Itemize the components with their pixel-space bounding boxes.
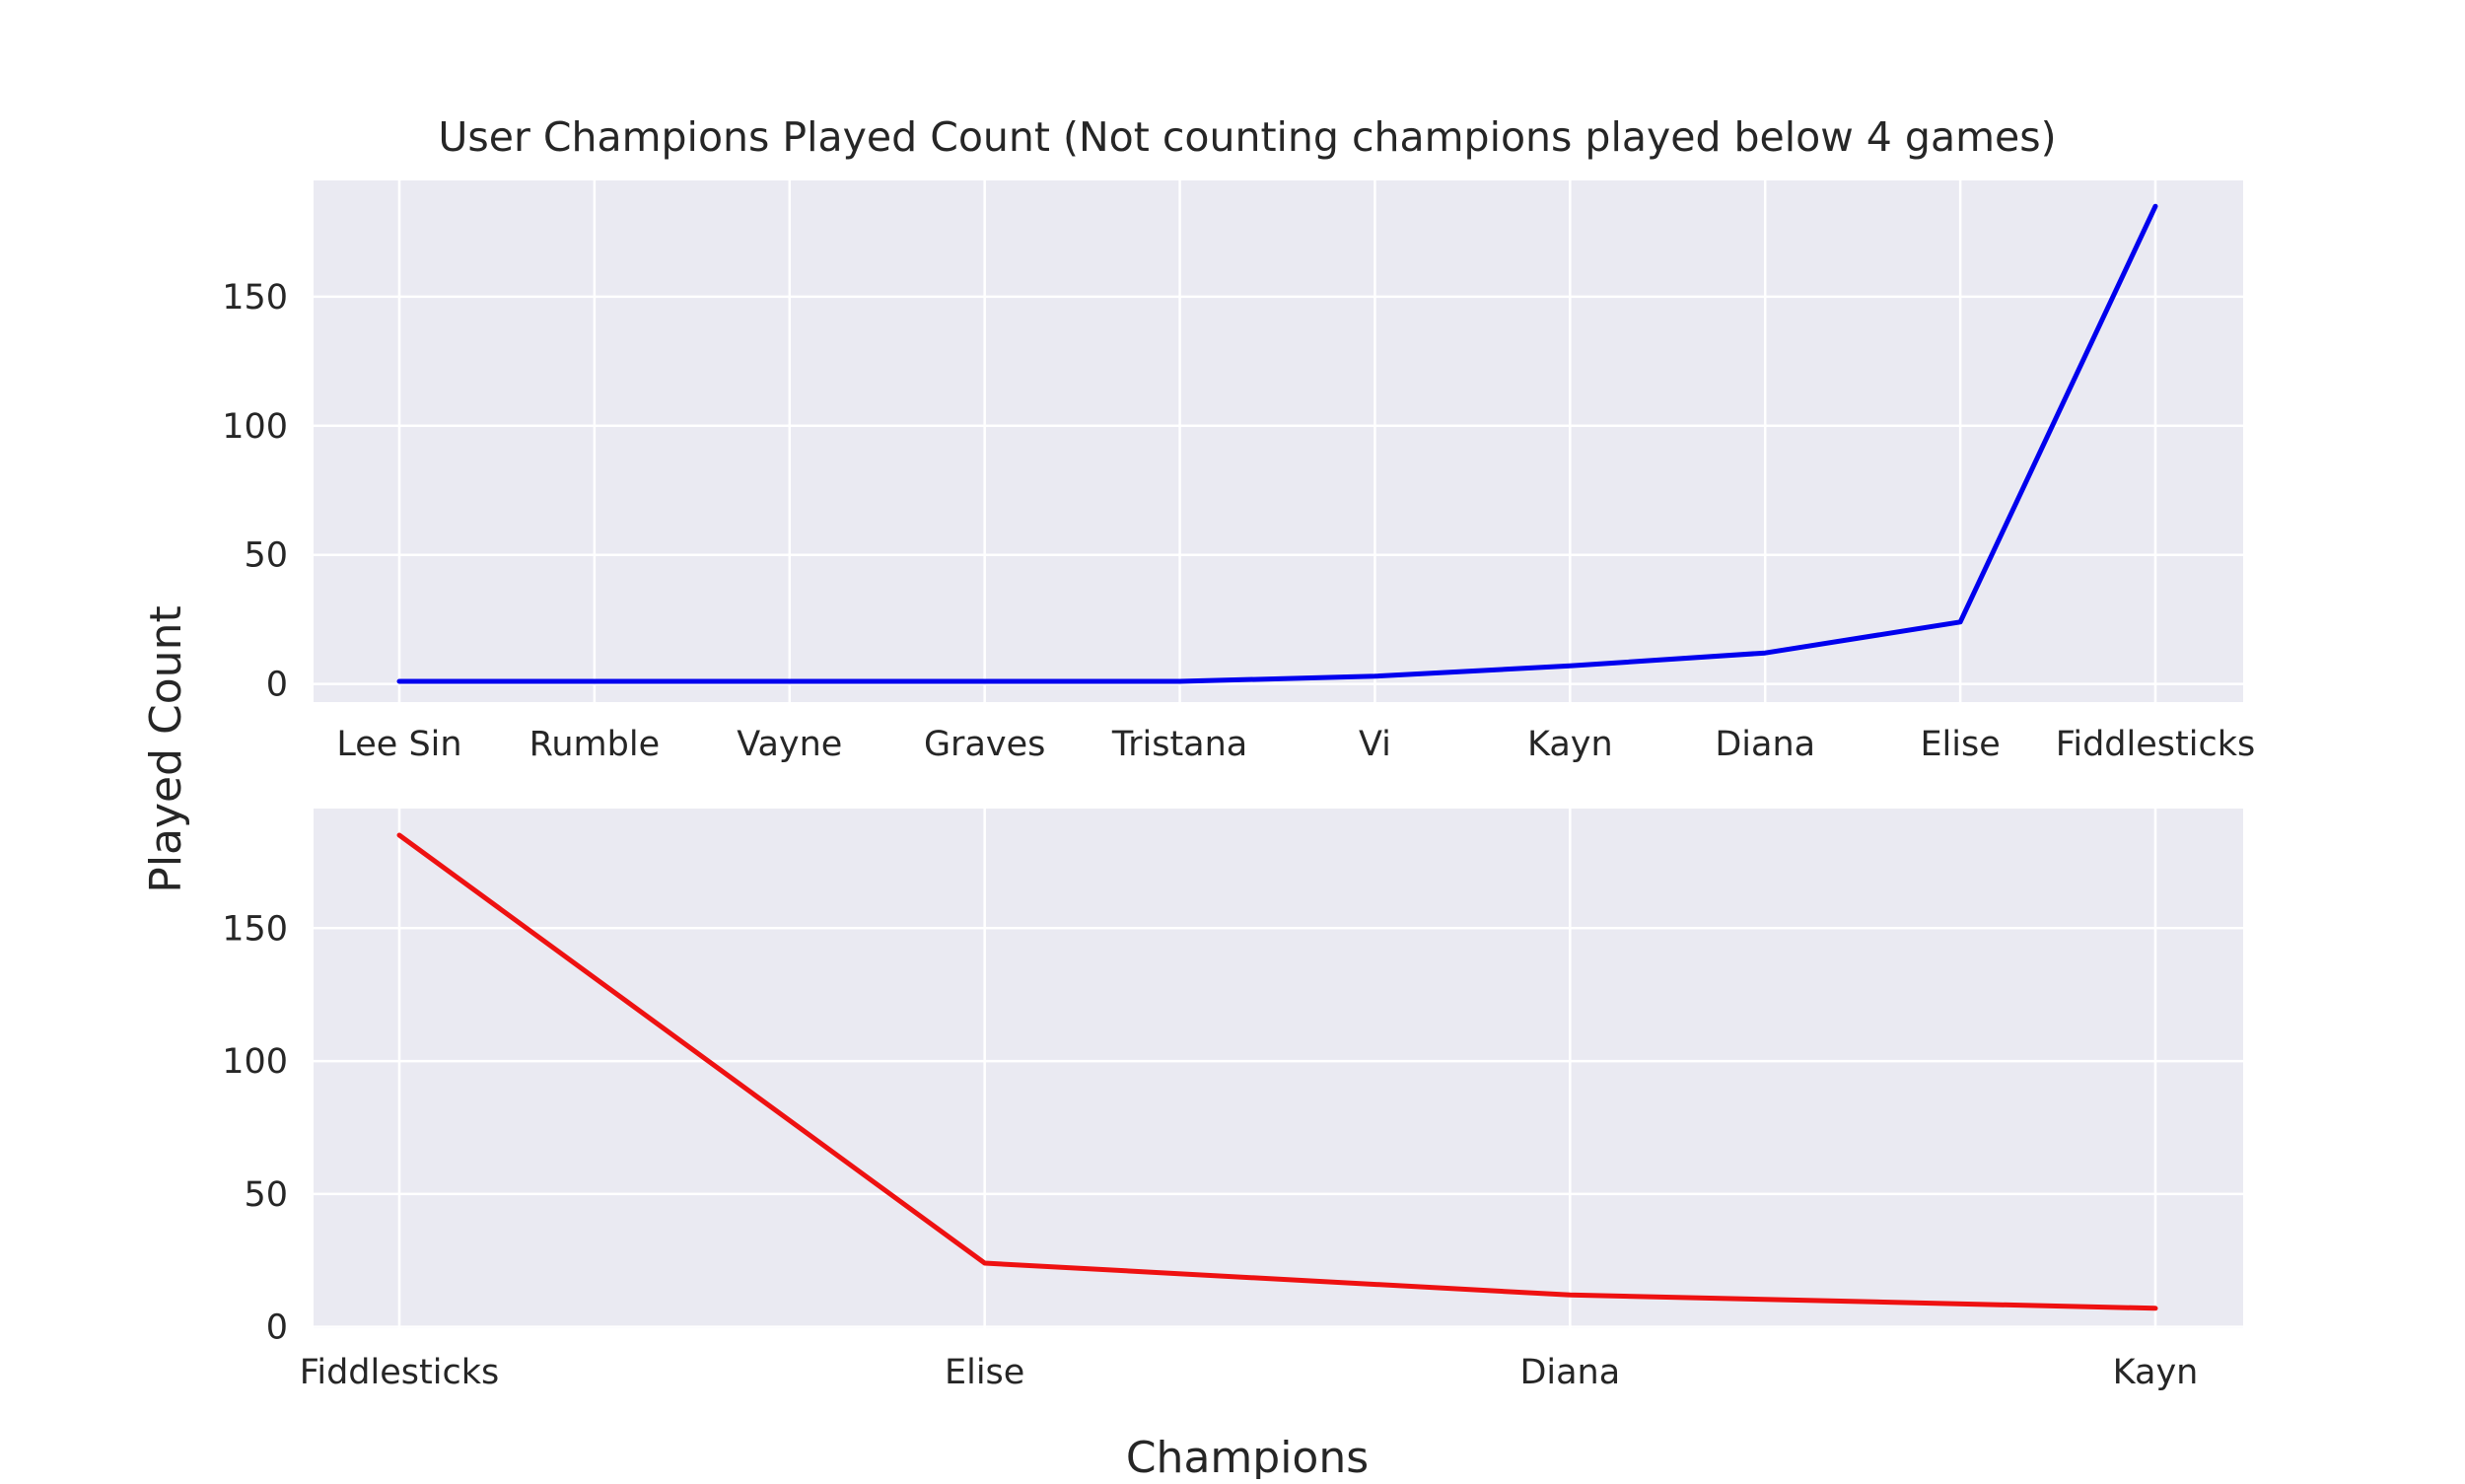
x-tick-label: Diana [1519, 1353, 1620, 1392]
y-tick-label: 0 [266, 666, 288, 705]
top-grid [314, 180, 2243, 702]
y-tick-label: 50 [244, 1175, 288, 1215]
x-tick-label: Fiddlesticks [2056, 725, 2255, 764]
y-tick-label: 150 [222, 909, 288, 949]
bottom-grid [314, 809, 2243, 1328]
bottom-x-tick-labels: Fiddlesticks Elise Diana Kayn [300, 1353, 2199, 1392]
x-tick-label: Elise [1920, 725, 2000, 764]
x-tick-label: Graves [924, 725, 1045, 764]
y-tick-label: 100 [222, 407, 288, 447]
chart-title: User Champions Played Count (Not countin… [438, 113, 2056, 161]
top-plot-area [314, 180, 2243, 702]
top-y-tick-labels: 0 50 100 150 [222, 278, 288, 705]
bottom-series-line [396, 832, 2158, 1311]
x-axis-label: Champions [1126, 1433, 1369, 1479]
top-series-line [396, 203, 2158, 684]
y-tick-label: 150 [222, 278, 288, 318]
y-tick-label: 100 [222, 1042, 288, 1082]
x-tick-label: Rumble [529, 725, 661, 764]
x-tick-label: Elise [945, 1353, 1024, 1392]
x-tick-label: Lee Sin [336, 725, 461, 764]
x-tick-label: Vi [1359, 725, 1391, 764]
x-tick-label: Diana [1715, 725, 1815, 764]
x-tick-label: Vayne [737, 725, 842, 764]
bottom-y-tick-labels: 0 50 100 150 [222, 909, 288, 1347]
x-tick-label: Tristana [1111, 725, 1247, 764]
y-tick-label: 50 [244, 536, 288, 576]
y-axis-label: Played Count [141, 605, 191, 892]
y-tick-label: 0 [266, 1308, 288, 1348]
x-tick-label: Kayn [2113, 1353, 2199, 1392]
bottom-plot-area [314, 809, 2243, 1328]
top-x-tick-labels: Lee Sin Rumble Vayne Graves Tristana Vi Kayn Di… [336, 725, 2255, 764]
x-tick-label: Fiddlesticks [300, 1353, 499, 1392]
x-tick-label: Kayn [1527, 725, 1613, 764]
